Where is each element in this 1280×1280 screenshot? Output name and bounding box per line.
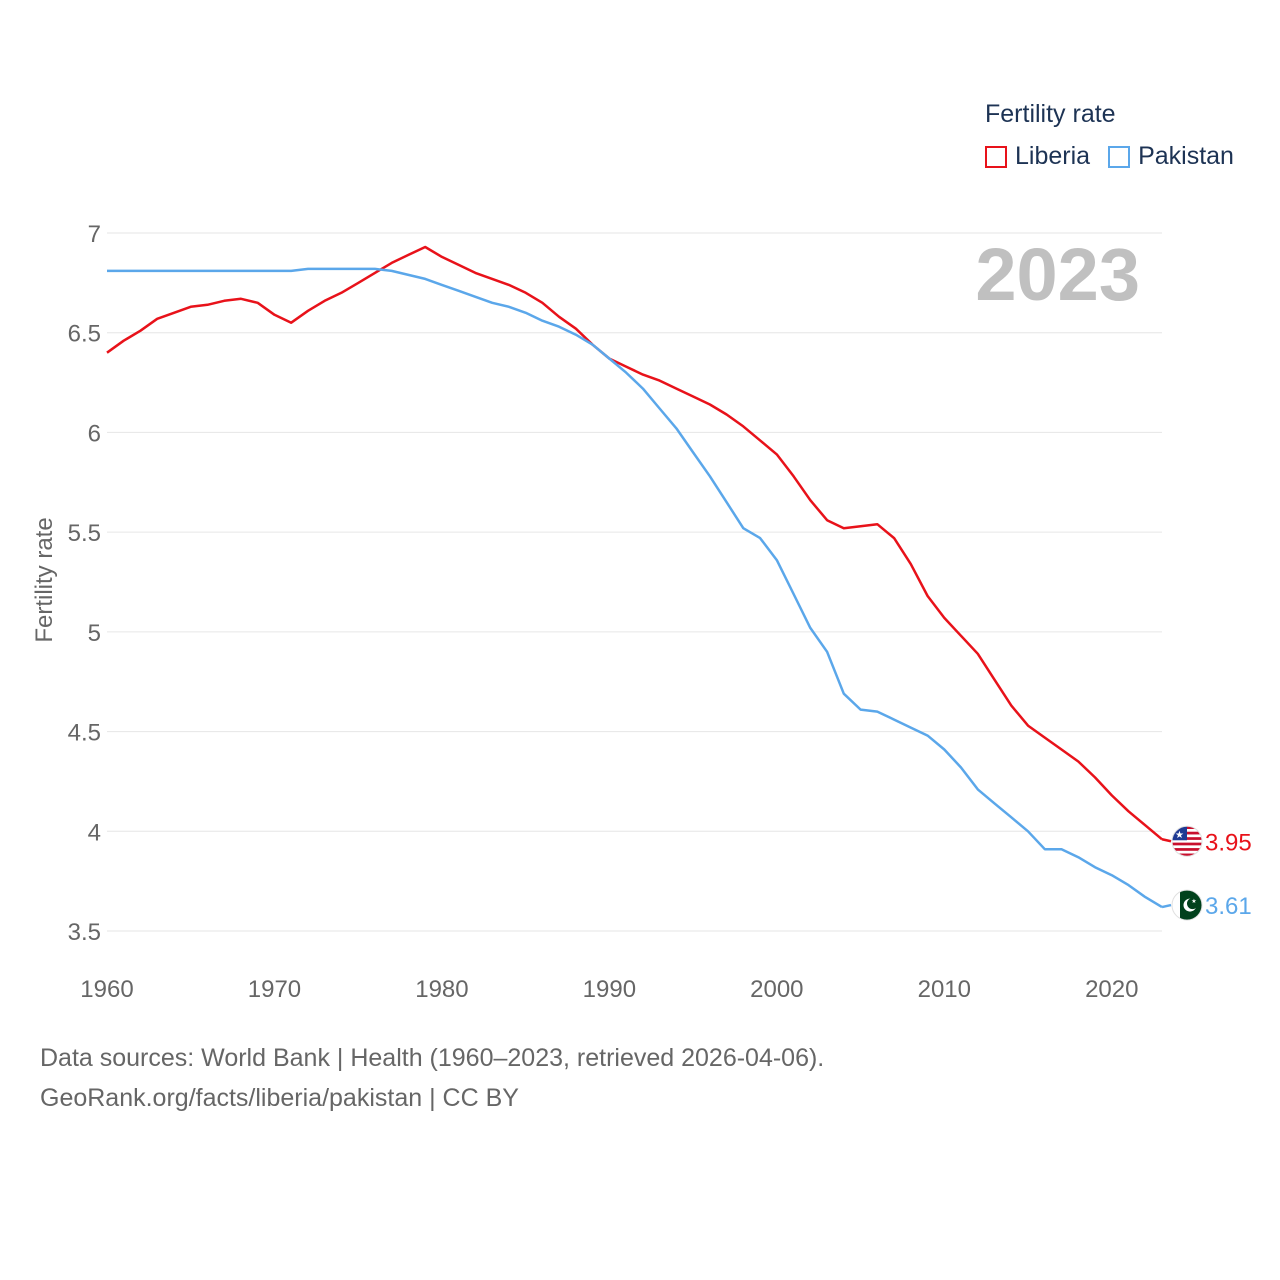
y-tick-label: 6.5 bbox=[68, 321, 101, 348]
y-tick-label: 5 bbox=[88, 620, 101, 647]
legend-swatch-liberia bbox=[985, 145, 1007, 168]
x-tick-label: 2010 bbox=[918, 976, 971, 1003]
x-axis-ticks: 1960 1970 1980 1990 2000 2010 2020 bbox=[80, 976, 1138, 1003]
pakistan-flag-icon: ★ bbox=[1171, 889, 1203, 921]
svg-text:★: ★ bbox=[1191, 898, 1196, 905]
series-line-liberia bbox=[106, 245, 1163, 841]
series-connector bbox=[1161, 838, 1172, 843]
y-axis-ticks: 7 6.5 6 5.5 5 4.5 4 3.5 bbox=[68, 221, 101, 946]
year-watermark: 2023 bbox=[975, 233, 1140, 316]
series-line-pakistan bbox=[107, 267, 1163, 909]
x-tick-label: 2020 bbox=[1085, 976, 1138, 1003]
legend-item-pakistan[interactable]: Pakistan bbox=[1108, 142, 1234, 171]
series-end-markers: ★ 3.95 ★ 3.61 bbox=[1161, 825, 1252, 921]
data-source-text: Data sources: World Bank | Health (1960–… bbox=[40, 1044, 825, 1072]
end-value-label-pakistan: 3.61 bbox=[1205, 893, 1252, 920]
y-tick-label: 3.5 bbox=[68, 919, 101, 946]
y-tick-label: 6 bbox=[88, 420, 101, 447]
x-tick-label: 1980 bbox=[415, 976, 468, 1003]
y-tick-label: 7 bbox=[88, 221, 101, 248]
y-tick-label: 4 bbox=[88, 819, 101, 846]
legend-title: Fertility rate bbox=[985, 100, 1116, 128]
grid bbox=[107, 232, 1162, 932]
legend: Liberia Pakistan bbox=[985, 142, 1252, 171]
attribution-link[interactable]: GeoRank.org/facts/liberia/pakistan | CC … bbox=[40, 1084, 519, 1112]
liberia-flag-icon: ★ bbox=[1171, 825, 1203, 857]
y-axis-label: Fertility rate bbox=[31, 517, 58, 642]
x-tick-label: 2000 bbox=[750, 976, 803, 1003]
x-tick-label: 1970 bbox=[248, 976, 301, 1003]
x-tick-label: 1960 bbox=[80, 976, 133, 1003]
series-connector bbox=[1161, 903, 1172, 909]
end-value-label-liberia: 3.95 bbox=[1205, 829, 1252, 856]
legend-label-liberia: Liberia bbox=[1015, 142, 1091, 170]
legend-swatch-pakistan bbox=[1108, 145, 1131, 168]
y-tick-label: 4.5 bbox=[68, 720, 101, 747]
legend-label-pakistan: Pakistan bbox=[1138, 142, 1234, 170]
y-tick-label: 5.5 bbox=[68, 520, 101, 547]
svg-text:★: ★ bbox=[1175, 830, 1184, 841]
series-lines bbox=[106, 245, 1163, 909]
legend-item-liberia[interactable]: Liberia bbox=[985, 142, 1090, 171]
x-tick-label: 1990 bbox=[583, 976, 636, 1003]
